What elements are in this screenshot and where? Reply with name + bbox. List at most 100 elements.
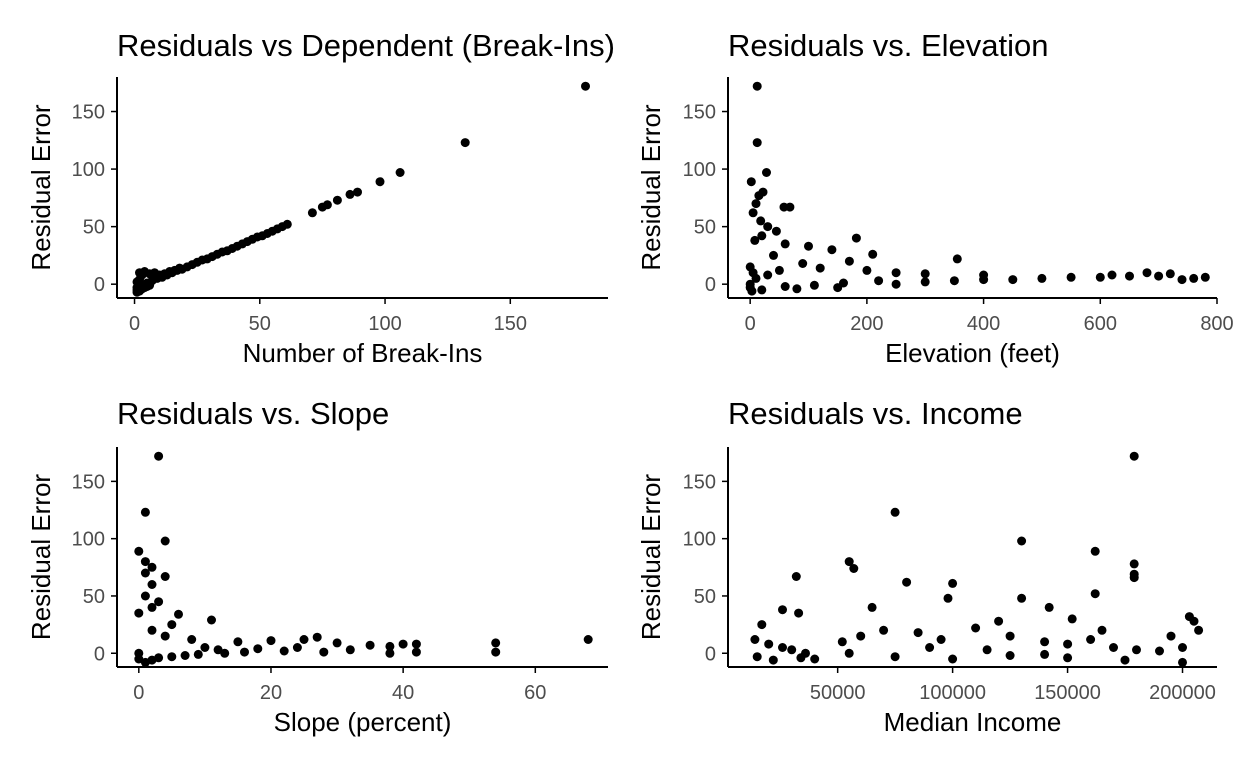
y-tick-label: 50 [83, 217, 105, 239]
data-point [1005, 651, 1015, 660]
x-tick-label: 20 [260, 682, 282, 704]
data-point [952, 254, 962, 264]
data-point [312, 632, 322, 642]
data-point [1129, 573, 1139, 583]
y-tick-label: 0 [94, 274, 105, 296]
data-point [240, 647, 249, 657]
data-point [1005, 631, 1015, 641]
data-point [979, 270, 989, 280]
x-tick-label: 0 [745, 313, 756, 335]
data-point [200, 643, 210, 652]
x-axis-title: Slope (percent) [274, 707, 452, 737]
data-point [1040, 649, 1050, 659]
data-point [752, 138, 762, 148]
data-point [862, 265, 872, 275]
data-point [167, 620, 177, 630]
data-point [851, 233, 861, 243]
x-tick-label: 100 [368, 313, 401, 335]
data-point [747, 286, 757, 296]
data-point [1120, 655, 1130, 665]
data-point [751, 199, 761, 209]
data-point [1090, 546, 1100, 556]
data-point [1095, 272, 1105, 282]
data-point [411, 639, 421, 649]
x-tick-label: 50 [249, 313, 271, 335]
data-point [160, 572, 170, 581]
data-point [1063, 653, 1073, 663]
x-axis-title: Median Income [884, 707, 1062, 737]
x-tick-label: 0 [133, 682, 144, 704]
data-point [748, 208, 758, 218]
data-point [1097, 625, 1107, 635]
data-point [879, 625, 889, 635]
data-point [299, 635, 309, 644]
data-point [920, 269, 930, 279]
data-point [768, 655, 778, 665]
data-point [809, 280, 819, 290]
x-tick-label: 0 [129, 313, 140, 335]
data-point [174, 609, 183, 619]
data-point [279, 646, 289, 656]
data-point [1107, 270, 1117, 280]
data-point [233, 637, 243, 647]
panel-1: Residuals vs Dependent (Break-Ins) 0 50 100… [26, 28, 615, 368]
y-axis-title: Residual Error [636, 474, 666, 641]
data-point [332, 195, 342, 205]
data-point [936, 635, 946, 644]
data-point [213, 645, 223, 655]
data-point [1129, 451, 1139, 461]
data-point [778, 605, 787, 615]
data-point [253, 644, 263, 654]
data-point [1086, 635, 1096, 644]
chart-title: Residuals vs. Income [728, 396, 1023, 431]
data-point [140, 591, 150, 601]
data-point [890, 652, 900, 662]
panel-4: Residuals vs. Income 50000 100000 150000 200… [636, 396, 1217, 737]
data-point [762, 168, 771, 177]
data-point [147, 580, 157, 589]
data-point [780, 282, 790, 291]
data-point [778, 643, 787, 652]
y-tick-label: 50 [694, 586, 716, 608]
data-point [839, 278, 848, 288]
data-point [943, 593, 953, 603]
x-tick-label: 100000 [919, 682, 986, 704]
data-point [798, 259, 808, 268]
data-point [375, 177, 385, 187]
data-point [345, 189, 355, 199]
data-point [1178, 643, 1187, 652]
data-point [1166, 631, 1176, 641]
data-point [925, 643, 935, 652]
data-point [1194, 625, 1204, 635]
data-point [890, 507, 900, 517]
data-point [1067, 614, 1077, 624]
x-tick-label: 40 [392, 682, 414, 704]
data-point [780, 239, 790, 249]
y-axis-title: Residual Error [26, 104, 56, 271]
data-point [319, 647, 329, 657]
chart-title: Residuals vs. Elevation [728, 28, 1049, 63]
data-point [856, 631, 866, 641]
data-point [160, 536, 170, 546]
x-axis-title: Elevation (feet) [885, 338, 1060, 368]
data-point [134, 608, 144, 618]
y-tick-label: 0 [705, 643, 716, 665]
data-point [994, 616, 1004, 626]
data-point [948, 654, 958, 664]
data-point [345, 645, 355, 655]
data-point [754, 191, 764, 201]
y-axis-title: Residual Error [26, 474, 56, 641]
data-point [752, 81, 762, 91]
data-point [1090, 589, 1100, 599]
y-tick-label: 50 [83, 586, 105, 608]
data-point [785, 202, 795, 212]
data-point [804, 241, 813, 251]
x-tick-label: 400 [967, 313, 1000, 335]
data-point [1044, 602, 1054, 612]
data-point [292, 643, 302, 652]
data-point [187, 635, 197, 644]
data-point [398, 639, 408, 649]
data-point [385, 648, 395, 658]
y-tick-label: 100 [683, 159, 716, 181]
y-tick-label: 0 [705, 274, 716, 296]
